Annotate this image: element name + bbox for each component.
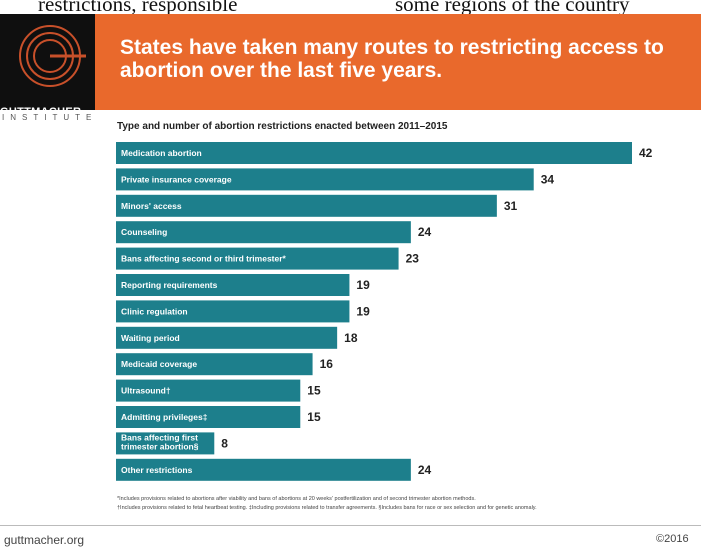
bar-label-7: Waiting period xyxy=(121,333,180,343)
footer-rule xyxy=(0,525,701,526)
bar-label-1: Private insurance coverage xyxy=(121,174,232,184)
bar-label-11-1: trimester abortion§ xyxy=(121,441,199,451)
bar-label-0: Medication abortion xyxy=(121,148,202,158)
bar-8 xyxy=(116,353,313,376)
bar-label-9: Ultrasound† xyxy=(121,386,171,396)
bar-6 xyxy=(116,300,350,323)
bar-label-8: Medicaid coverage xyxy=(121,359,197,369)
chart-title: Type and number of abortion restrictions… xyxy=(117,121,448,132)
bar-1 xyxy=(116,168,534,191)
value-label-5: 19 xyxy=(356,278,370,292)
value-label-6: 19 xyxy=(356,304,370,318)
bar-7 xyxy=(116,326,338,349)
bar-2 xyxy=(116,194,497,217)
bar-label-10: Admitting privileges‡ xyxy=(121,412,208,422)
value-label-4: 23 xyxy=(406,252,420,266)
bar-9 xyxy=(116,379,301,402)
value-label-3: 24 xyxy=(418,225,432,239)
value-label-7: 18 xyxy=(344,331,358,345)
value-label-12: 24 xyxy=(418,463,432,477)
value-label-0: 42 xyxy=(639,146,653,160)
headline: States have taken many routes to restric… xyxy=(120,36,664,82)
bar-label-12: Other restrictions xyxy=(121,465,193,475)
bar-chart: Medication abortion 42 Private insurance c… xyxy=(116,142,653,481)
logo-subtitle: INSTITUTE xyxy=(2,113,98,122)
value-label-9: 15 xyxy=(307,384,321,398)
value-label-1: 34 xyxy=(541,172,555,186)
logo-mark: GUTTMACHER xyxy=(0,14,95,118)
site-url: guttmacher.org xyxy=(4,533,85,547)
bar-label-5: Reporting requirements xyxy=(121,280,218,290)
footnote-2: †Includes provisions related to fetal he… xyxy=(117,505,537,511)
logo-wordmark: GUTTMACHER xyxy=(0,106,82,118)
logo-emblem-icon xyxy=(19,25,86,87)
top-cropped-text: restrictions, responsible some regions o… xyxy=(0,0,701,14)
value-label-10: 15 xyxy=(307,410,321,424)
top-text-right: some regions of the country xyxy=(395,0,630,14)
bar-label-2: Minors' access xyxy=(121,201,182,211)
value-label-8: 16 xyxy=(320,357,334,371)
bar-label-4: Bans affecting second or third trimester… xyxy=(121,254,287,264)
bar-11 xyxy=(116,432,215,455)
copyright: ©2016 xyxy=(656,533,689,545)
footnote-1: *Includes provisions related to abortion… xyxy=(117,496,476,502)
bar-4 xyxy=(116,247,399,270)
bar-0 xyxy=(116,142,632,164)
bar-label-3: Counseling xyxy=(121,227,167,237)
bar-label-11-0: Bans affecting first xyxy=(121,432,198,442)
value-label-11: 8 xyxy=(221,436,228,450)
bar-3 xyxy=(116,221,411,244)
bar-label-6: Clinic regulation xyxy=(121,306,188,316)
headline-banner xyxy=(95,14,701,110)
top-text-left: restrictions, responsible xyxy=(38,0,238,14)
bar-5 xyxy=(116,274,350,296)
value-label-2: 31 xyxy=(504,199,518,213)
bar-12 xyxy=(116,458,411,481)
bar-10 xyxy=(116,406,301,428)
